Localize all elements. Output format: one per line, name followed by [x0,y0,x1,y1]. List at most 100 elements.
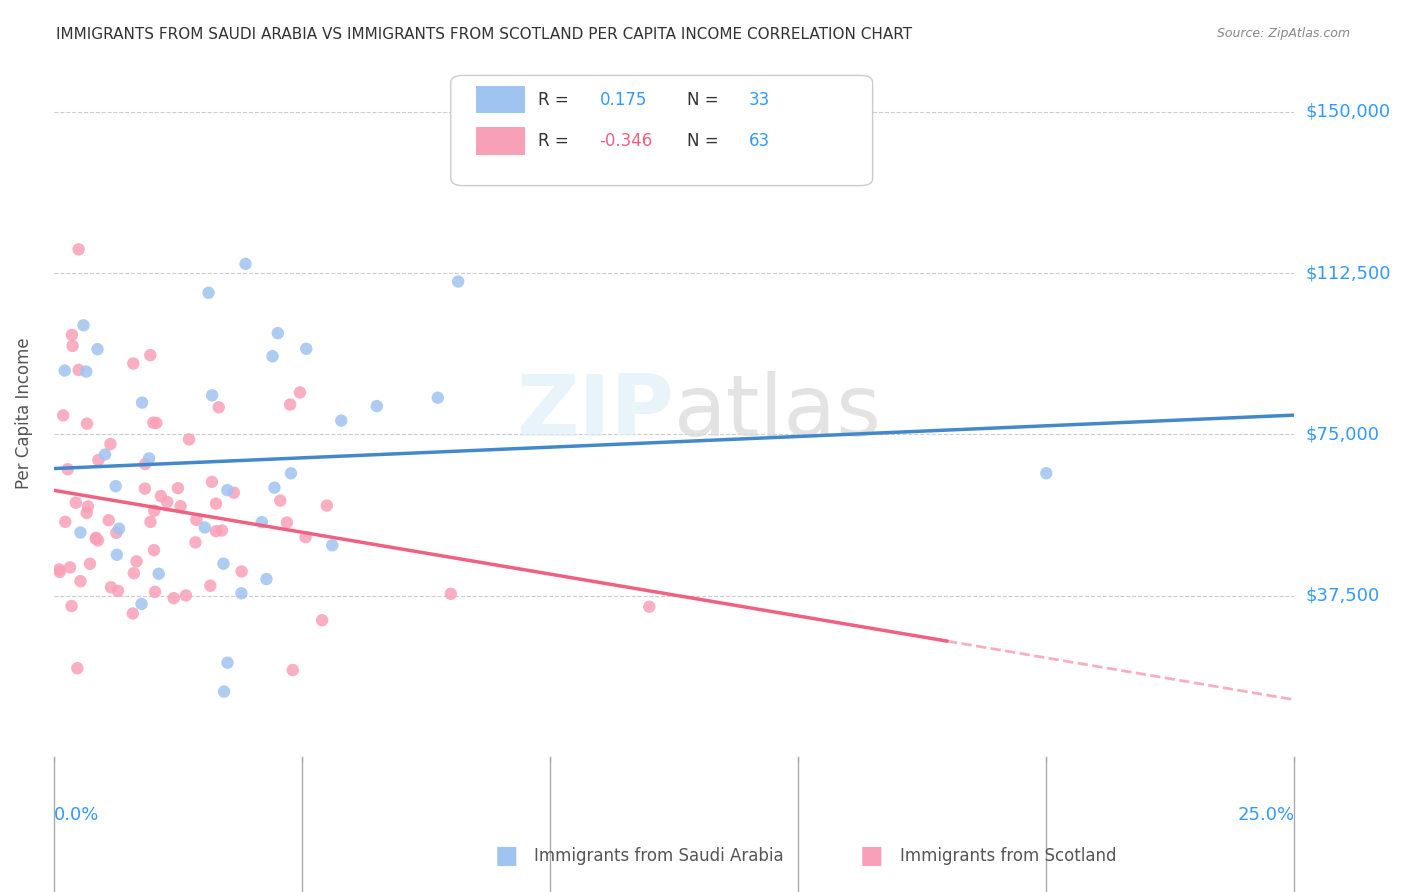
Point [276,516,298,530]
Point [65,496,87,510]
Point [143,585,166,599]
Text: 25.0%: 25.0% [1237,805,1295,823]
Point [280,467,302,481]
Point [200,579,222,593]
Text: Immigrants from Scotland: Immigrants from Scotland [900,847,1116,865]
Point [138,451,160,466]
Point [201,388,224,402]
Y-axis label: Per Capita Income: Per Capita Income [15,337,32,489]
Point [426,391,449,405]
Point [281,663,304,677]
Point [142,416,165,430]
Point [67,243,90,257]
Point [311,613,333,627]
Point [231,586,253,600]
Point [208,401,231,415]
Point [321,538,343,552]
Point [84,531,107,545]
Point [87,533,110,548]
Text: ■: ■ [860,845,883,868]
Point [131,597,153,611]
Point [217,656,239,670]
Point [256,572,278,586]
Point [48,565,70,579]
Point [108,522,131,536]
Point [139,348,162,362]
Point [79,557,101,571]
Point [104,479,127,493]
Point [75,365,97,379]
Text: $112,500: $112,500 [1306,264,1391,282]
Point [212,557,235,571]
Point [100,580,122,594]
Point [294,530,316,544]
Point [59,560,82,574]
Point [122,357,145,371]
Text: ZIP: ZIP [516,371,673,454]
Point [174,589,197,603]
Point [122,566,145,581]
Point [97,513,120,527]
Text: $75,000: $75,000 [1306,425,1379,443]
Text: R =: R = [537,90,568,109]
Point [53,515,76,529]
Text: IMMIGRANTS FROM SAUDI ARABIA VS IMMIGRANTS FROM SCOTLAND PER CAPITA INCOME CORRE: IMMIGRANTS FROM SAUDI ARABIA VS IMMIGRAN… [56,27,912,42]
Point [366,399,388,413]
Point [330,414,353,428]
Point [77,500,100,514]
Point [295,342,318,356]
Point [60,599,83,613]
Point [262,349,284,363]
Text: -0.346: -0.346 [600,132,652,150]
Point [288,385,311,400]
Point [76,417,98,431]
Point [100,437,122,451]
Point [48,562,70,576]
FancyBboxPatch shape [451,76,873,186]
Point [231,565,253,579]
Point [125,554,148,568]
Bar [475,86,526,113]
Point [315,499,337,513]
Point [169,499,191,513]
Point [184,535,207,549]
Point [194,520,217,534]
Point [148,566,170,581]
Text: $37,500: $37,500 [1306,587,1379,605]
Text: 0.175: 0.175 [600,90,647,109]
Point [149,489,172,503]
Point [250,515,273,529]
Text: 63: 63 [748,132,769,150]
Point [205,497,228,511]
Point [263,481,285,495]
Point [267,326,290,340]
Text: R =: R = [537,132,568,150]
Point [447,275,470,289]
Point [222,485,245,500]
Bar [475,127,526,154]
Point [134,457,156,471]
Point [53,363,76,377]
Text: Source: ZipAtlas.com: Source: ZipAtlas.com [1216,27,1350,40]
Text: N =: N = [686,90,718,109]
Point [56,462,79,476]
Point [1035,467,1057,481]
Point [139,515,162,529]
Point [638,599,661,614]
Point [197,285,219,300]
Point [121,607,143,621]
Point [143,504,166,518]
Point [201,475,224,489]
Point [211,524,233,538]
Point [205,524,228,538]
Point [69,574,91,589]
Point [278,398,301,412]
Point [212,684,235,698]
Point [142,543,165,558]
Text: atlas: atlas [673,371,882,454]
Point [156,495,179,509]
Point [163,591,186,606]
Point [167,481,190,495]
Point [440,587,463,601]
Point [67,363,90,377]
